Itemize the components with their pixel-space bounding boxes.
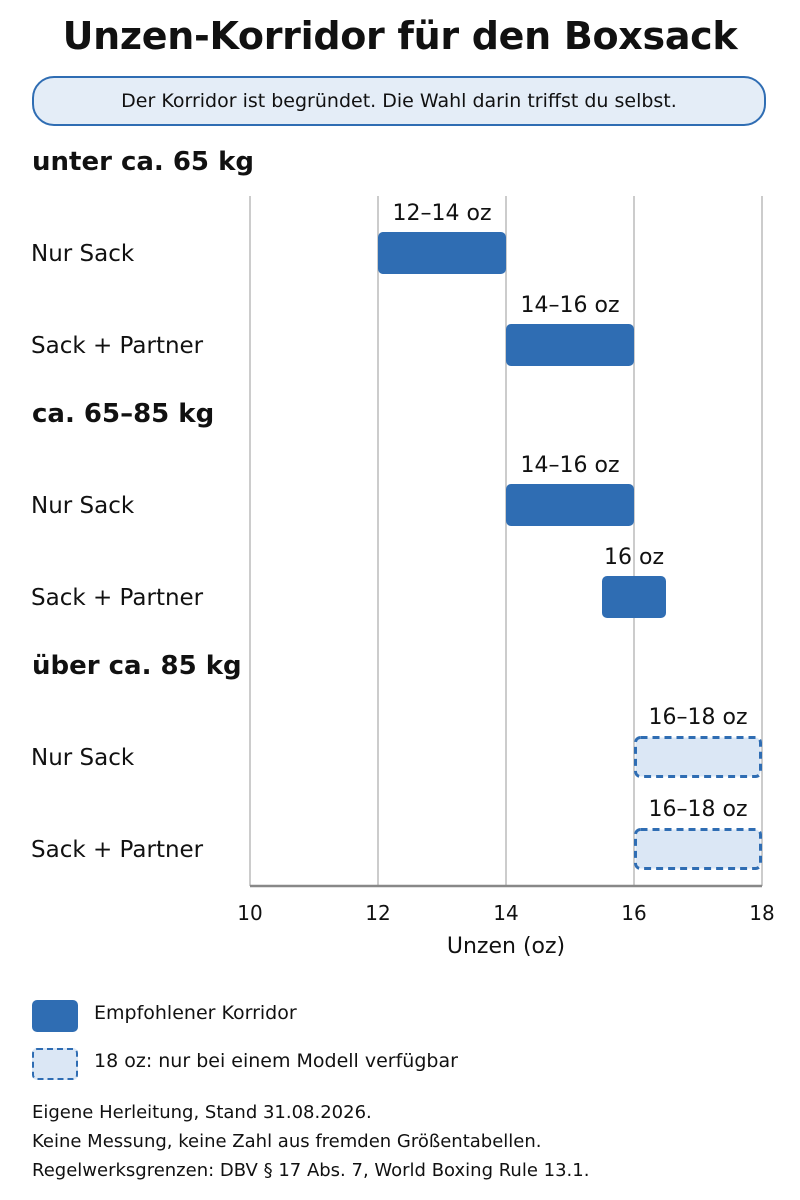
footer-line: Regelwerksgrenzen: DBV § 17 Abs. 7, Worl…: [32, 1160, 590, 1181]
footer-notes: Eigene Herleitung, Stand 31.08.2026. Kei…: [32, 1098, 589, 1185]
group-heading: unter ca. 65 kg: [32, 147, 254, 177]
footer-line: Keine Messung, keine Zahl aus fremden Gr…: [32, 1131, 542, 1152]
x-tick-label: 10: [237, 901, 262, 925]
range-bar: [378, 232, 506, 274]
legend-swatch-solid: [32, 1000, 78, 1032]
x-tick-label: 14: [493, 901, 518, 925]
row-label: Sack + Partner: [31, 837, 204, 863]
bar-value-label: 14–16 oz: [521, 453, 620, 478]
legend-label: Empfohlener Korridor: [94, 1002, 297, 1024]
bar-value-label: 16–18 oz: [649, 797, 748, 822]
row-label: Nur Sack: [31, 493, 135, 519]
x-tick-label: 18: [749, 901, 774, 925]
x-axis-title: Unzen (oz): [447, 934, 565, 959]
row-label: Nur Sack: [31, 745, 135, 771]
row-label: Nur Sack: [31, 241, 135, 267]
range-chart: unter ca. 65 kg Nur Sack 12–14 oz Sack + Pa…: [31, 147, 775, 959]
range-bar-dashed: [634, 828, 762, 870]
bar-value-label: 16 oz: [604, 545, 664, 570]
row-label: Sack + Partner: [31, 333, 204, 359]
bar-value-label: 14–16 oz: [521, 293, 620, 318]
subtitle-banner: Der Korridor ist begründet. Die Wahl dar…: [32, 76, 766, 126]
range-bar: [506, 484, 634, 526]
group-heading: ca. 65–85 kg: [32, 399, 214, 429]
row-label: Sack + Partner: [31, 585, 204, 611]
range-bar: [602, 576, 666, 618]
legend-label: 18 oz: nur bei einem Modell verfügbar: [94, 1050, 458, 1072]
legend-swatch-dashed: [32, 1048, 78, 1080]
footer-line: Eigene Herleitung, Stand 31.08.2026.: [32, 1102, 372, 1123]
range-bar-dashed: [634, 736, 762, 778]
bar-value-label: 16–18 oz: [649, 705, 748, 730]
x-tick-label: 12: [365, 901, 390, 925]
chart-title: Unzen-Korridor für den Boxsack: [62, 14, 738, 58]
bar-value-label: 12–14 oz: [393, 201, 492, 226]
range-bar: [506, 324, 634, 366]
x-tick-label: 16: [621, 901, 646, 925]
group-heading: über ca. 85 kg: [32, 651, 242, 681]
